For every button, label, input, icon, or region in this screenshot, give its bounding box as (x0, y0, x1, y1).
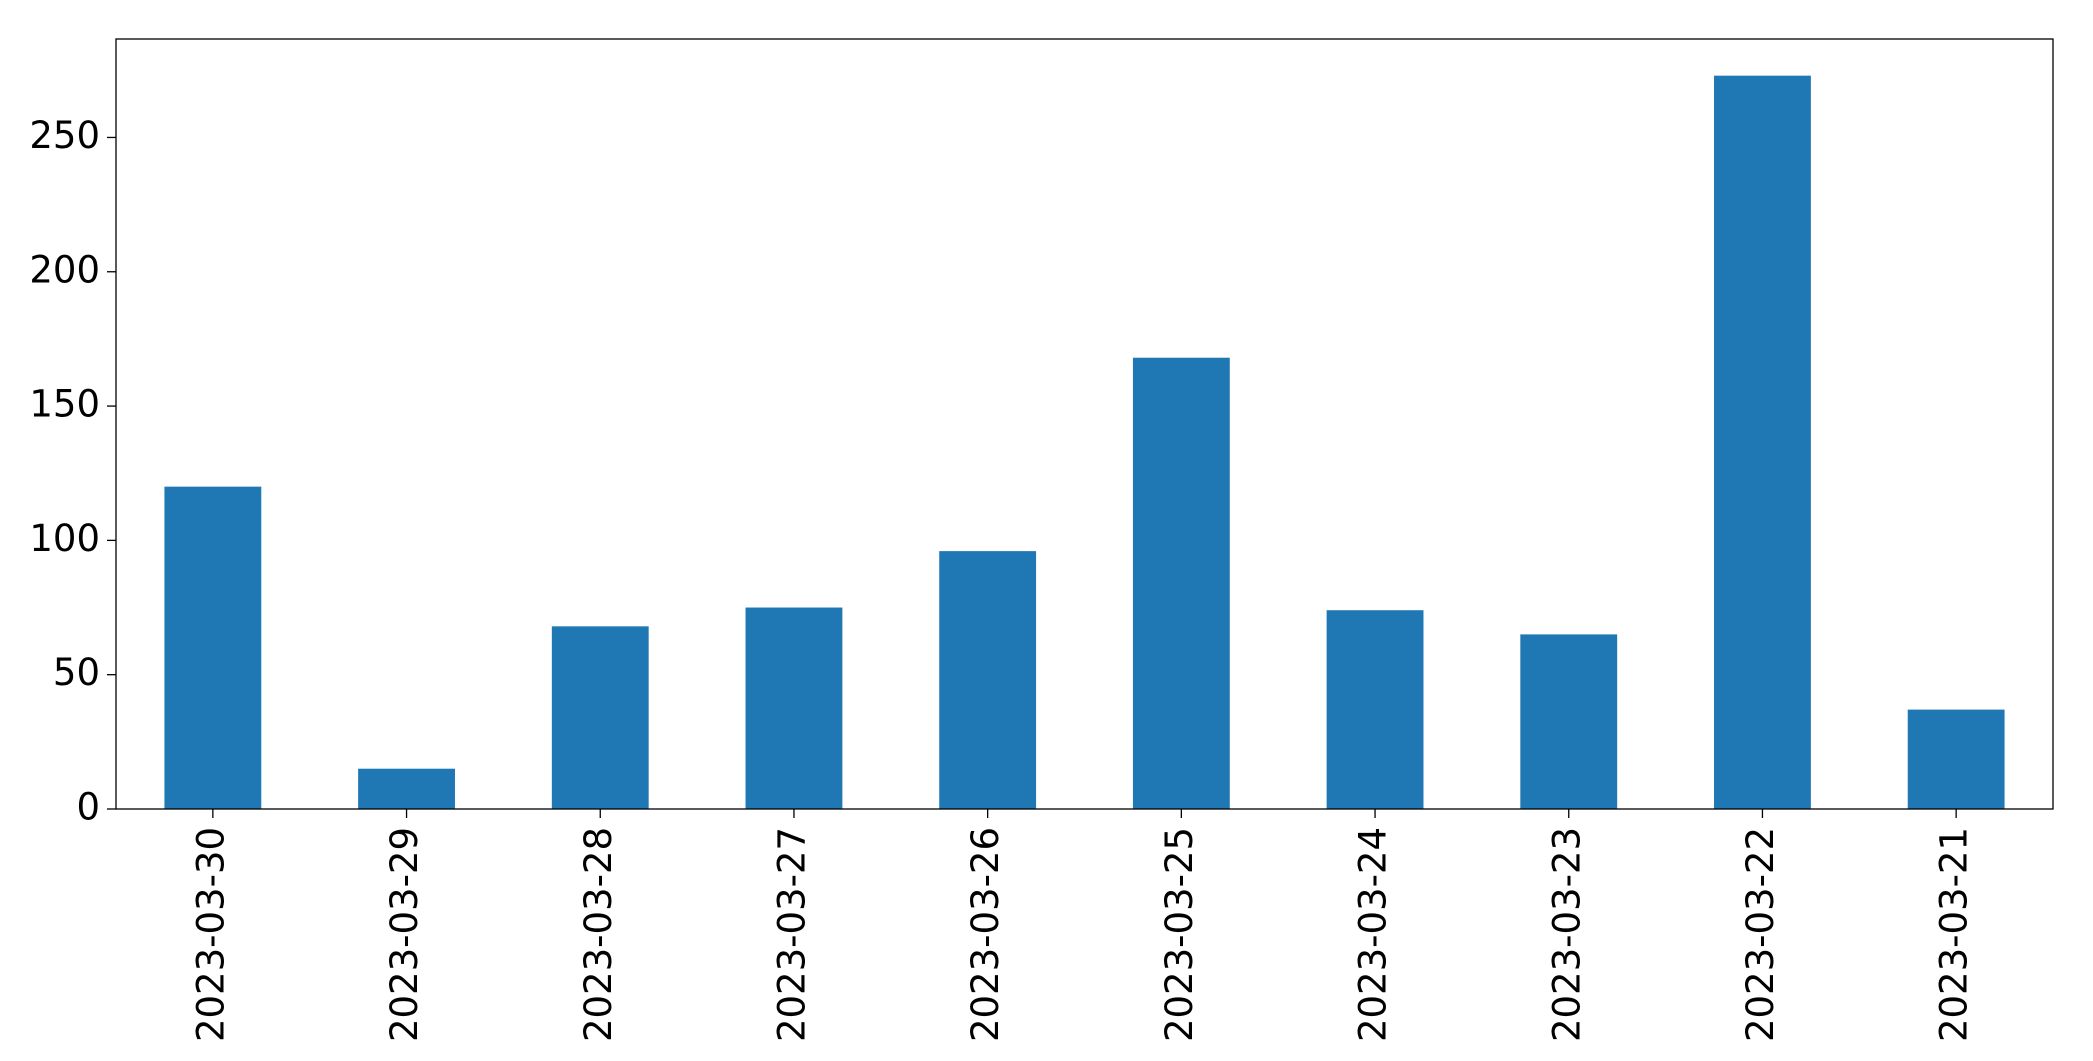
bar (1520, 634, 1618, 809)
y-tick-label: 250 (29, 114, 100, 157)
bar (358, 768, 455, 809)
y-tick-label: 150 (29, 383, 100, 426)
bar (745, 607, 843, 809)
bar (1326, 610, 1424, 809)
bar (1907, 709, 2005, 809)
y-tick-label: 0 (76, 786, 100, 829)
x-tick-label: 2023-03-21 (1933, 827, 1976, 1042)
x-tick-label: 2023-03-24 (1352, 827, 1395, 1042)
x-tick-label: 2023-03-29 (383, 827, 426, 1042)
bar (164, 486, 262, 809)
x-tick-label: 2023-03-30 (189, 827, 232, 1042)
x-tick-label: 2023-03-28 (577, 827, 620, 1042)
y-tick-label: 50 (53, 651, 100, 694)
bar (1132, 357, 1230, 809)
plot-frame (115, 38, 2054, 810)
x-tick-label: 2023-03-25 (1158, 827, 1201, 1042)
x-tick-label: 2023-03-26 (964, 827, 1007, 1042)
bar (1714, 75, 1811, 809)
y-tick-label: 200 (29, 248, 100, 291)
x-tick-label: 2023-03-22 (1739, 827, 1782, 1042)
x-tick-label: 2023-03-27 (770, 827, 813, 1042)
bar (939, 551, 1037, 809)
y-tick-label: 100 (29, 517, 100, 560)
bar (551, 626, 649, 809)
x-tick-label: 2023-03-23 (1545, 827, 1588, 1042)
